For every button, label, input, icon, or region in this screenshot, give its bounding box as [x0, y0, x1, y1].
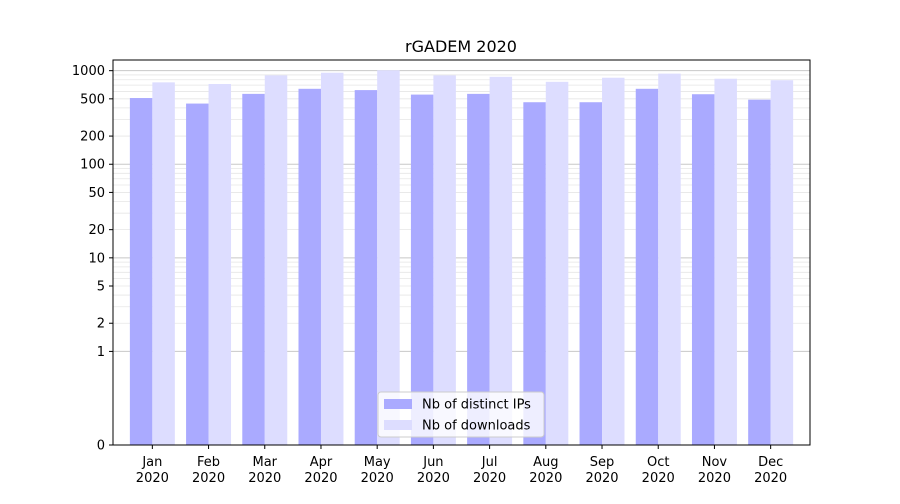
y-tick-label: 10 — [88, 251, 105, 266]
bar-downloads — [658, 73, 681, 445]
x-tick-label: Sep 2020 — [585, 455, 618, 486]
bar-distinct-ips — [354, 90, 378, 445]
legend-swatch — [384, 399, 412, 409]
y-tick-label: 2 — [97, 317, 105, 332]
y-tick-label: 50 — [88, 186, 105, 201]
bar-distinct-ips — [691, 94, 715, 445]
y-tick-label: 20 — [88, 223, 105, 238]
x-tick-label: Jun 2020 — [417, 455, 450, 486]
legend-swatch — [384, 420, 412, 430]
x-tick-label: Mar 2020 — [248, 455, 281, 486]
bar-downloads — [714, 78, 737, 446]
y-tick-label: 1000 — [72, 64, 105, 79]
legend-label: Nb of downloads — [422, 419, 531, 434]
y-tick-label: 200 — [80, 130, 105, 145]
bar-distinct-ips — [129, 98, 153, 446]
y-tick-label: 5 — [97, 280, 105, 295]
bar-downloads — [377, 70, 400, 445]
plot-frame — [112, 59, 811, 446]
bar-distinct-ips — [298, 88, 321, 445]
bar-distinct-ips — [467, 93, 490, 445]
x-tick-label: Jul 2020 — [473, 455, 506, 486]
bar-distinct-ips — [523, 102, 546, 446]
y-tick-label: 100 — [80, 158, 105, 173]
bar-downloads — [545, 81, 569, 445]
bar-distinct-ips — [748, 99, 771, 445]
chart-title: rGADEM 2020 — [405, 37, 517, 56]
x-tick-label: Oct 2020 — [642, 455, 675, 486]
bar-distinct-ips — [186, 103, 209, 446]
x-tick-label: Nov 2020 — [698, 455, 731, 486]
x-tick-label: Apr 2020 — [304, 455, 337, 486]
y-tick-label: 0 — [97, 439, 105, 454]
bar-distinct-ips — [242, 93, 265, 445]
bars-layer — [129, 70, 794, 446]
y-tick-label: 500 — [80, 92, 105, 107]
bar-downloads — [208, 84, 232, 446]
legend-label: Nb of distinct IPs — [422, 398, 531, 413]
legend: Nb of distinct IPs Nb of downloads — [377, 391, 545, 438]
legend-box — [377, 391, 545, 438]
bar-downloads — [264, 75, 288, 445]
x-tick-label: Aug 2020 — [529, 455, 562, 486]
bar-downloads — [770, 80, 794, 446]
x-tick-label: Dec 2020 — [754, 455, 787, 486]
bar-distinct-ips — [410, 94, 434, 446]
y-tick-label: 1 — [97, 345, 105, 360]
bar-downloads — [602, 77, 625, 445]
bar-downloads — [489, 76, 513, 445]
x-tick-label: Feb 2020 — [192, 455, 225, 486]
bar-downloads — [152, 82, 175, 445]
bar-downloads — [320, 72, 344, 445]
bar-distinct-ips — [635, 88, 659, 445]
x-tick-label: May 2020 — [361, 455, 394, 486]
bar-downloads — [433, 75, 456, 445]
x-tick-label: Jan 2020 — [136, 455, 169, 486]
axes-layer: 0 1 2 5 10 20 50 100 200 500 1000 Jan 2020 Feb 2020 Mar… — [72, 59, 811, 486]
bar-distinct-ips — [579, 102, 603, 446]
